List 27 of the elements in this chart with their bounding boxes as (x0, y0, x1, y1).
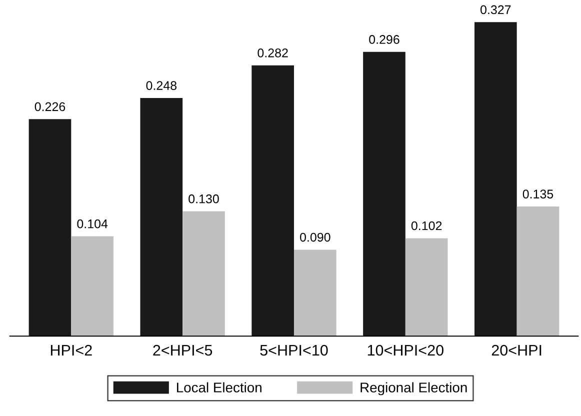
data-label: 0.282 (258, 48, 288, 58)
bar (140, 98, 183, 336)
legend-label: Local Election (177, 382, 262, 392)
x-tick-label: 2<HPI<5 (153, 344, 212, 356)
data-label: 0.130 (188, 194, 219, 204)
bar (182, 211, 225, 336)
data-label: 0.090 (300, 232, 330, 242)
data-label: 0.135 (522, 190, 554, 198)
x-tick-label: 20<HPI (492, 344, 542, 356)
bar (71, 236, 114, 336)
x-tick-label: HPI<2 (50, 344, 92, 356)
bar (363, 52, 406, 336)
bar (474, 22, 517, 336)
bar (516, 206, 560, 336)
bar (294, 250, 336, 336)
data-label: 0.104 (77, 219, 108, 228)
data-label: 0.296 (369, 35, 400, 44)
data-label: 0.226 (34, 102, 66, 112)
x-tick-label: 10<HPI<20 (368, 344, 444, 356)
bar (405, 238, 448, 336)
bar (28, 119, 72, 336)
x-tick-label: 5<HPI<10 (260, 344, 328, 356)
data-label: 0.102 (411, 221, 442, 230)
legend-label: Regional Election (360, 382, 467, 396)
data-label: 0.327 (480, 5, 511, 14)
bar (252, 65, 294, 336)
data-label: 0.248 (146, 81, 176, 90)
